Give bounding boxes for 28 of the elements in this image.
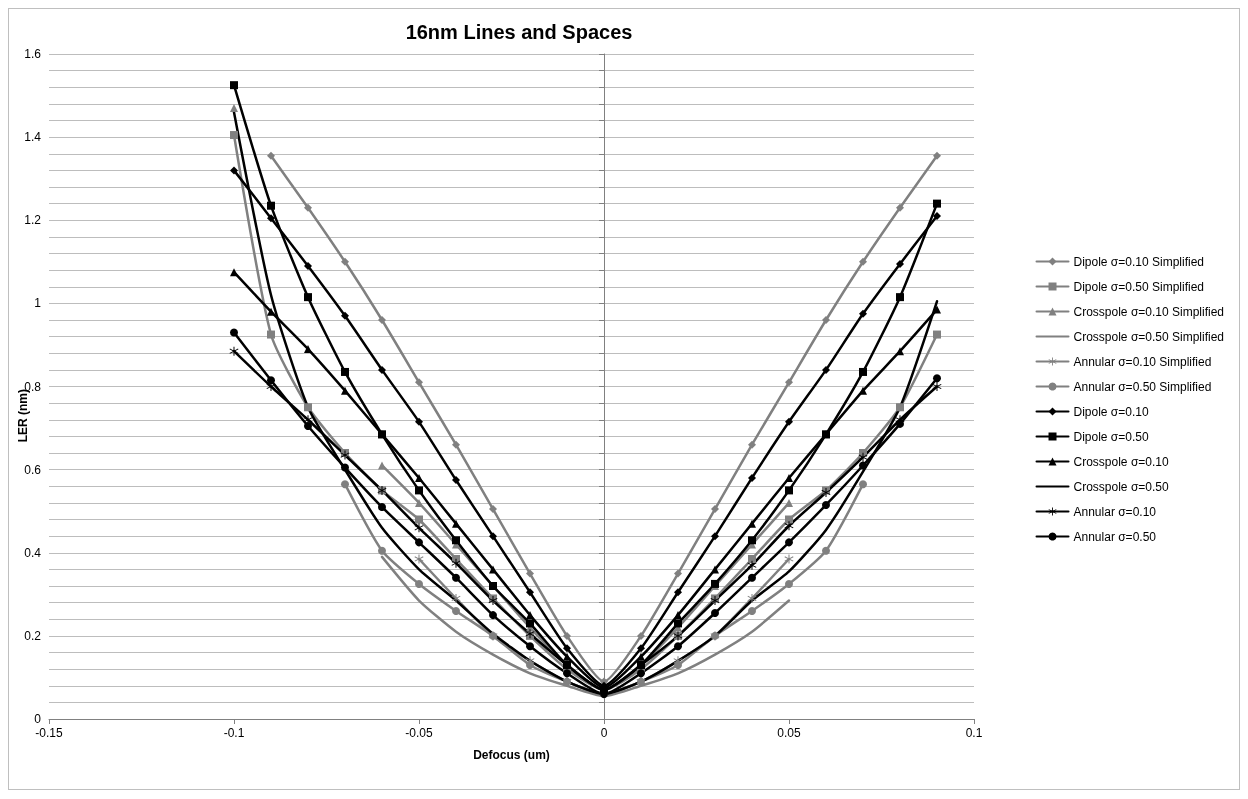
x-tick-label: 0.1 — [965, 726, 983, 740]
y-tick-label: 1 — [34, 296, 42, 311]
legend-label: Crosspole σ=0.50 — [1073, 479, 1169, 494]
y-tick-label: 1.2 — [24, 213, 42, 228]
legend-label: Crosspole σ=0.10 Simplified — [1073, 304, 1224, 319]
legend-label: Crosspole σ=0.50 Simplified — [1073, 329, 1224, 344]
x-tick-label: -0.05 — [405, 726, 433, 740]
x-axis-title: Defocus (um) — [473, 748, 550, 762]
legend-label: Dipole σ=0.10 Simplified — [1073, 254, 1204, 269]
x-tick-label: -0.1 — [223, 726, 245, 740]
legend-label: Annular σ=0.50 Simplified — [1073, 379, 1212, 394]
y-tick-label: 0.2 — [24, 628, 42, 643]
y-tick-label: 0.4 — [24, 545, 42, 560]
chart-title: 16nm Lines and Spaces — [405, 21, 633, 43]
legend-label: Dipole σ=0.50 — [1073, 429, 1149, 444]
x-tick-label: -0.15 — [35, 726, 63, 740]
legend-label: Annular σ=0.10 — [1073, 504, 1157, 519]
legend-label: Annular σ=0.10 Simplified — [1073, 354, 1212, 369]
legend-label: Crosspole σ=0.10 — [1073, 454, 1169, 469]
y-tick-label: 1.4 — [24, 130, 42, 145]
legend-label: Annular σ=0.50 — [1073, 529, 1157, 544]
legend-label: Dipole σ=0.50 Simplified — [1073, 279, 1204, 294]
x-tick-label: 0.05 — [777, 726, 801, 740]
y-tick-label: 0.6 — [24, 462, 42, 477]
y-tick-label: 1.6 — [24, 47, 42, 61]
x-tick-label: 0 — [600, 726, 608, 740]
y-tick-label: 0 — [34, 712, 42, 726]
legend-label: Dipole σ=0.10 — [1073, 404, 1149, 419]
